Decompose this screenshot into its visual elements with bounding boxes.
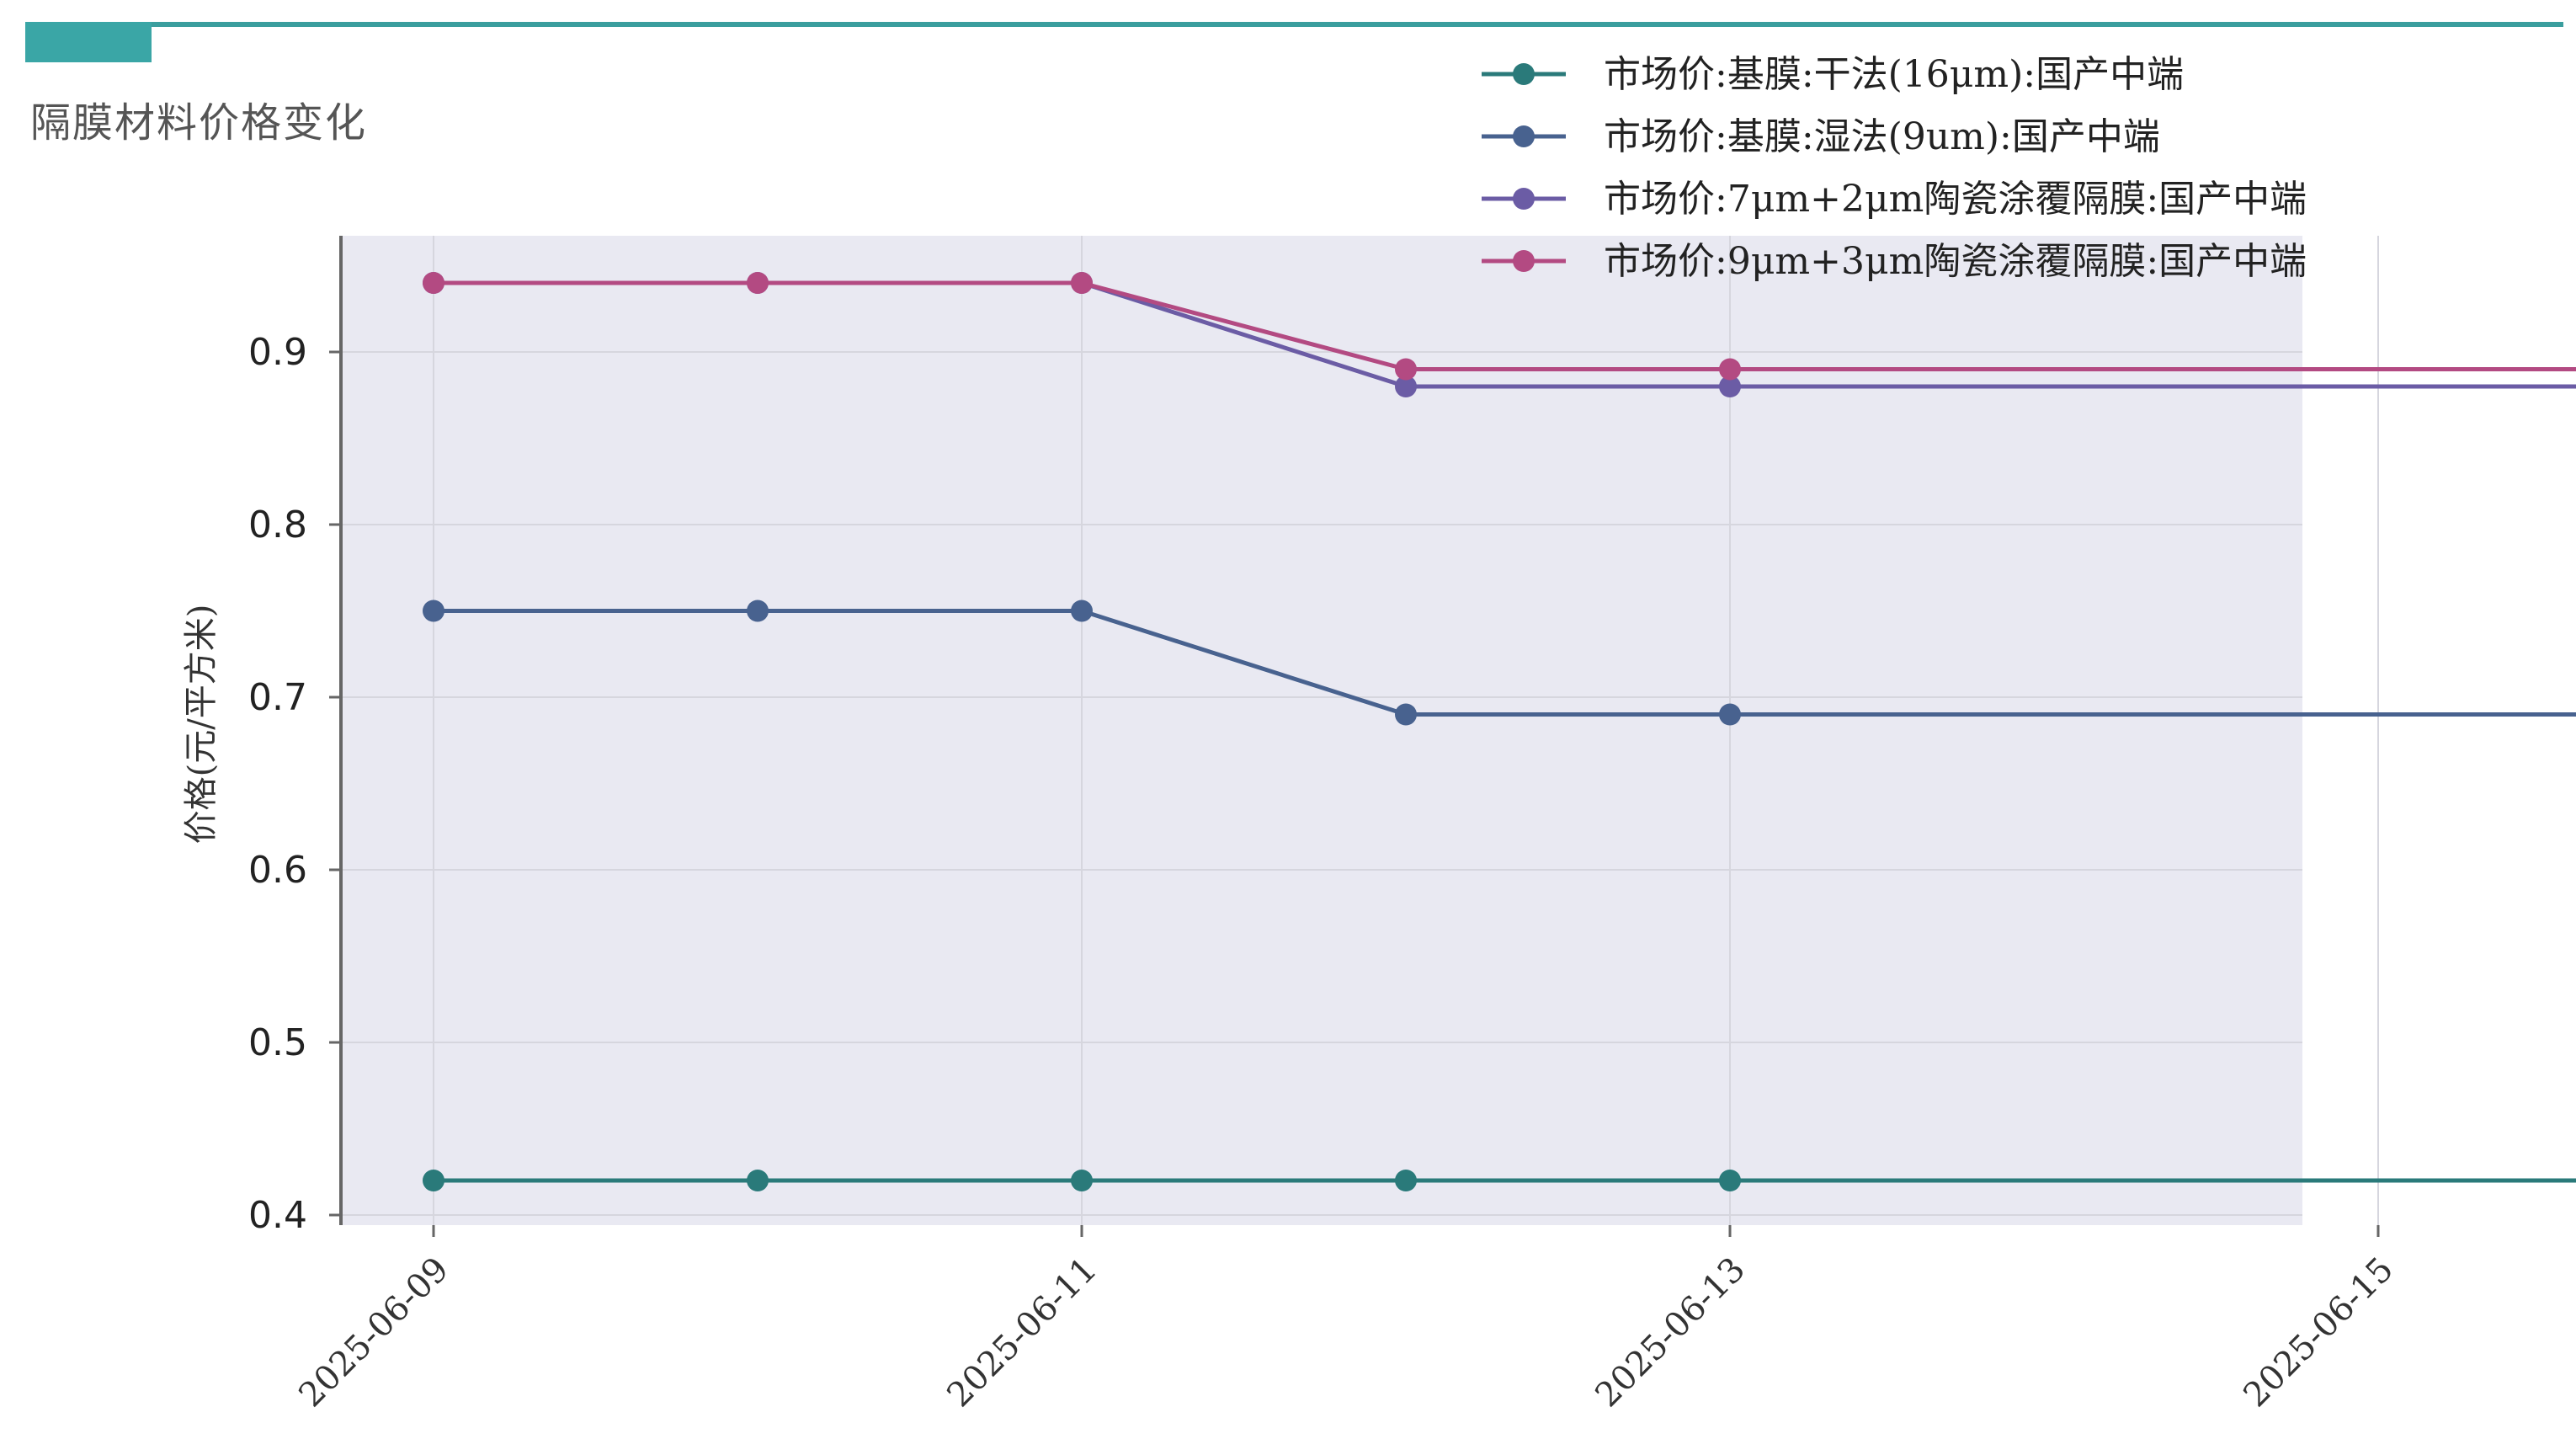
data-point — [1719, 358, 1741, 381]
data-point — [1719, 703, 1741, 726]
x-tick-label: 2025-06-11 — [939, 1250, 1104, 1415]
header-accent-bar — [25, 22, 2563, 27]
legend-swatch-marker — [1513, 63, 1535, 85]
data-point — [423, 272, 444, 294]
legend-label: 市场价:基膜:湿法(9um):国产中端 — [1604, 115, 2160, 158]
y-tick-label: 0.4 — [248, 1194, 307, 1237]
y-axis-label: 价格(元/平方米) — [182, 605, 221, 845]
series-1 — [423, 1170, 2576, 1191]
plot-area — [341, 236, 2302, 1225]
legend-swatch-marker — [1513, 125, 1535, 147]
y-tick-label: 0.9 — [248, 331, 307, 374]
legend-item: 市场价:基膜:干法(16μm):国产中端 — [1482, 53, 2184, 96]
x-tick-label: 2025-06-15 — [2236, 1250, 2401, 1415]
legend-label: 市场价:7μm+2μm陶瓷涂覆隔膜:国产中端 — [1604, 178, 2307, 221]
legend-item: 市场价:7μm+2μm陶瓷涂覆隔膜:国产中端 — [1482, 178, 2307, 221]
series-4 — [423, 272, 2576, 381]
x-tick-label: 2025-06-09 — [291, 1250, 456, 1415]
data-point — [747, 272, 769, 294]
data-point — [1395, 1170, 1417, 1191]
data-point — [423, 600, 444, 622]
legend-label: 市场价:9μm+3μm陶瓷涂覆隔膜:国产中端 — [1604, 240, 2307, 283]
header-accent-block — [25, 22, 152, 62]
data-point — [1071, 1170, 1093, 1191]
y-tick-labels: 0.4 0.5 0.6 0.7 0.8 0.9 — [248, 331, 341, 1237]
y-tick-label: 0.5 — [248, 1021, 307, 1064]
data-point — [423, 1170, 444, 1191]
legend-item: 市场价:基膜:湿法(9um):国产中端 — [1482, 115, 2160, 158]
data-point — [1719, 1170, 1741, 1191]
y-tick-label: 0.8 — [248, 504, 307, 546]
grid-lines — [341, 236, 2379, 1225]
series-line — [434, 280, 2576, 371]
legend-swatch-marker — [1513, 250, 1535, 272]
page-title: 隔膜材料价格变化 — [30, 99, 368, 147]
data-point — [1071, 272, 1093, 294]
x-tick-label: 2025-06-13 — [1588, 1250, 1753, 1415]
data-point — [1395, 703, 1417, 726]
series-2 — [423, 600, 2576, 726]
x-tick-labels: 2025-06-09 2025-06-11 2025-06-13 2025-06-15… — [291, 1225, 2401, 1415]
data-point — [747, 600, 769, 622]
legend: 市场价:基膜:干法(16μm):国产中端市场价:基膜:湿法(9um):国产中端市… — [1482, 53, 2307, 283]
y-tick-label: 0.6 — [248, 849, 307, 892]
y-tick-label: 0.7 — [248, 676, 307, 719]
legend-item: 市场价:9μm+3μm陶瓷涂覆隔膜:国产中端 — [1482, 240, 2307, 283]
series-line — [434, 609, 2576, 717]
data-point — [1395, 358, 1417, 381]
data-point — [1071, 600, 1093, 622]
legend-swatch-marker — [1513, 188, 1535, 210]
data-point — [1719, 376, 1741, 397]
data-point — [1395, 376, 1417, 397]
legend-label: 市场价:基膜:干法(16μm):国产中端 — [1604, 53, 2184, 96]
series-group — [423, 272, 2576, 1191]
data-point — [747, 1170, 769, 1191]
